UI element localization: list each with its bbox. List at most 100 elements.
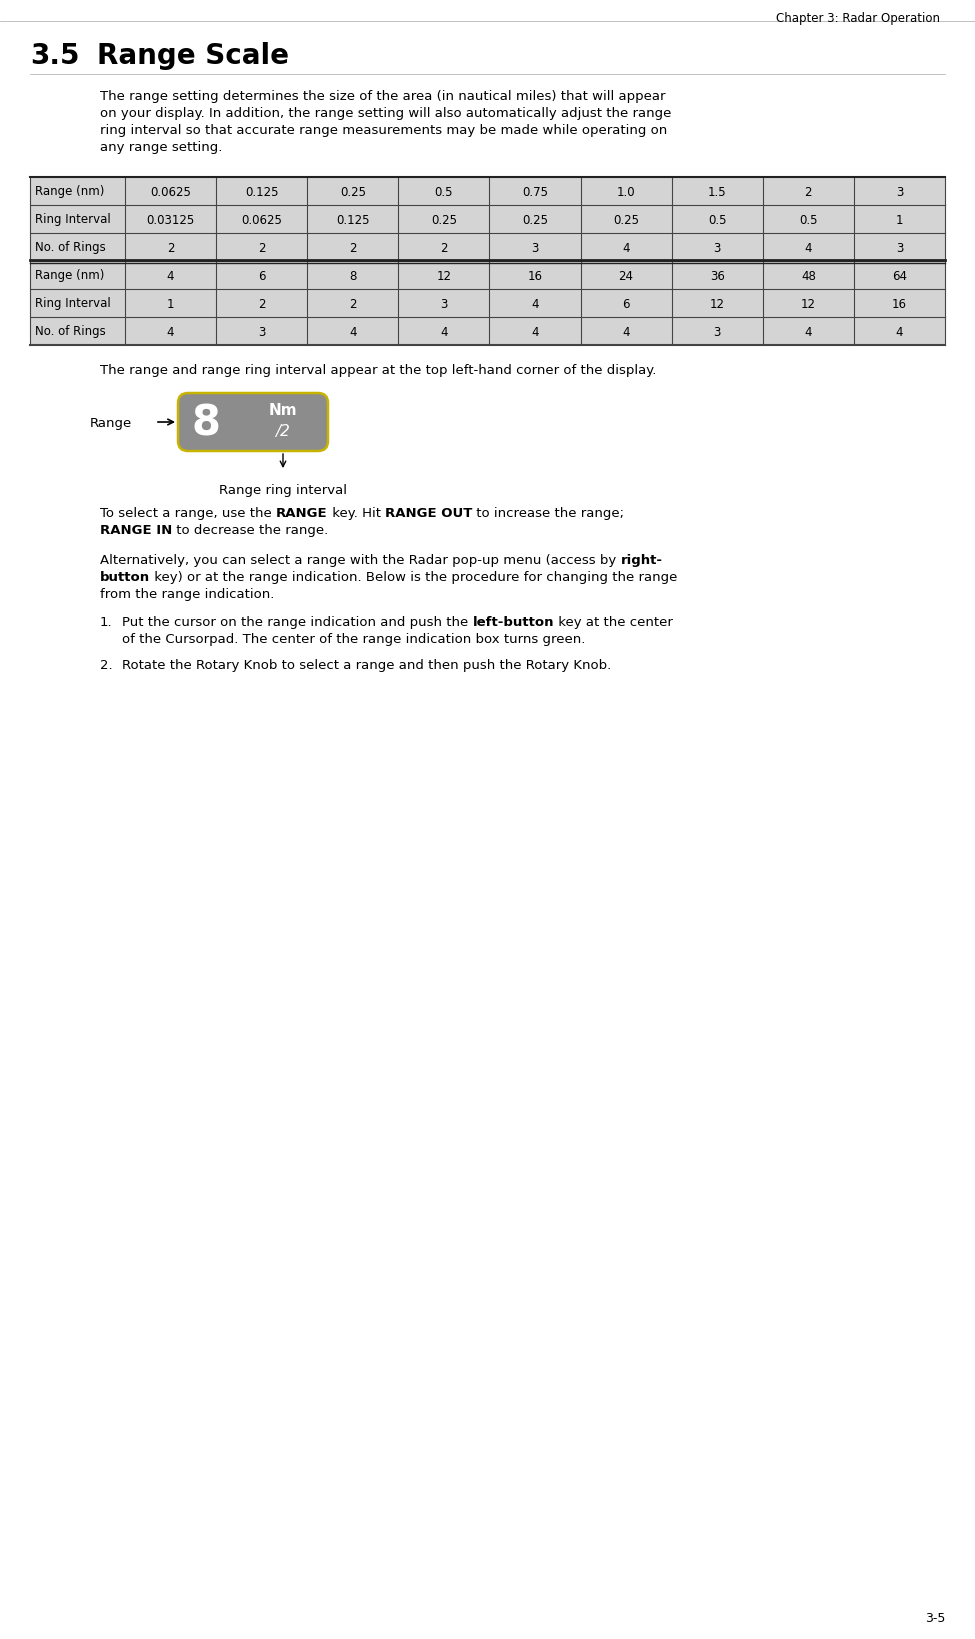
Text: 1.5: 1.5 bbox=[708, 185, 726, 198]
Text: 2: 2 bbox=[440, 241, 448, 254]
Text: To select a range, use the: To select a range, use the bbox=[100, 506, 276, 520]
Text: 12: 12 bbox=[800, 297, 816, 310]
Text: 64: 64 bbox=[892, 269, 907, 282]
Text: Range ring interval: Range ring interval bbox=[219, 484, 347, 497]
Bar bbox=[30, 207, 945, 234]
Text: Ring Interval: Ring Interval bbox=[35, 213, 111, 226]
Text: Range: Range bbox=[90, 416, 133, 429]
Text: Range Scale: Range Scale bbox=[97, 43, 289, 70]
Text: 4: 4 bbox=[167, 269, 175, 282]
Bar bbox=[30, 179, 945, 207]
Text: 8: 8 bbox=[191, 402, 220, 444]
Text: Nm: Nm bbox=[269, 403, 297, 418]
Text: Chapter 3: Radar Operation: Chapter 3: Radar Operation bbox=[776, 11, 940, 25]
Text: 6: 6 bbox=[622, 297, 630, 310]
Text: Ring Interval: Ring Interval bbox=[35, 297, 111, 310]
Text: 8: 8 bbox=[349, 269, 357, 282]
Text: 2: 2 bbox=[349, 241, 357, 254]
Text: button: button bbox=[100, 570, 150, 583]
Text: RANGE OUT: RANGE OUT bbox=[385, 506, 472, 520]
Text: 1: 1 bbox=[167, 297, 175, 310]
Text: 0.25: 0.25 bbox=[431, 213, 457, 226]
Text: 4: 4 bbox=[531, 297, 539, 310]
Text: any range setting.: any range setting. bbox=[100, 141, 222, 154]
Text: 4: 4 bbox=[804, 241, 812, 254]
Text: 2: 2 bbox=[804, 185, 812, 198]
Text: key) or at the range indication. Below is the procedure for changing the range: key) or at the range indication. Below i… bbox=[150, 570, 678, 583]
Text: 12: 12 bbox=[437, 269, 451, 282]
Text: 0.5: 0.5 bbox=[435, 185, 453, 198]
Text: 1.0: 1.0 bbox=[617, 185, 636, 198]
Text: Alternatively, you can select a range with the Radar pop-up menu (access by: Alternatively, you can select a range wi… bbox=[100, 554, 620, 567]
Text: No. of Rings: No. of Rings bbox=[35, 241, 105, 254]
Text: 4: 4 bbox=[896, 325, 903, 338]
Text: RANGE: RANGE bbox=[276, 506, 328, 520]
Text: to decrease the range.: to decrease the range. bbox=[173, 524, 329, 536]
Text: Rotate the Rotary Knob to select a range and then push the Rotary Knob.: Rotate the Rotary Knob to select a range… bbox=[122, 659, 611, 672]
Text: 4: 4 bbox=[349, 325, 357, 338]
Text: 2: 2 bbox=[258, 297, 265, 310]
Text: 3.5: 3.5 bbox=[30, 43, 80, 70]
Text: Range (nm): Range (nm) bbox=[35, 185, 104, 198]
Text: 3: 3 bbox=[896, 241, 903, 254]
Text: No. of Rings: No. of Rings bbox=[35, 325, 105, 338]
Text: 16: 16 bbox=[527, 269, 542, 282]
Text: 2.: 2. bbox=[100, 659, 113, 672]
Text: 0.5: 0.5 bbox=[800, 213, 818, 226]
Text: to increase the range;: to increase the range; bbox=[472, 506, 624, 520]
Text: 3: 3 bbox=[258, 325, 265, 338]
Text: left-button: left-button bbox=[473, 616, 554, 629]
Text: RANGE IN: RANGE IN bbox=[100, 524, 173, 536]
Text: Range (nm): Range (nm) bbox=[35, 269, 104, 282]
Text: The range setting determines the size of the area (in nautical miles) that will : The range setting determines the size of… bbox=[100, 90, 666, 103]
Text: 2: 2 bbox=[258, 241, 265, 254]
Text: The range and range ring interval appear at the top left-hand corner of the disp: The range and range ring interval appear… bbox=[100, 364, 656, 377]
Text: 3-5: 3-5 bbox=[924, 1611, 945, 1624]
Text: 3: 3 bbox=[714, 325, 721, 338]
Text: 4: 4 bbox=[622, 241, 630, 254]
Text: on your display. In addition, the range setting will also automatically adjust t: on your display. In addition, the range … bbox=[100, 107, 672, 120]
Text: 0.25: 0.25 bbox=[339, 185, 366, 198]
Bar bbox=[30, 318, 945, 346]
Text: /2: /2 bbox=[276, 425, 291, 439]
Text: 0.75: 0.75 bbox=[522, 185, 548, 198]
Text: 4: 4 bbox=[531, 325, 539, 338]
Text: 12: 12 bbox=[710, 297, 724, 310]
Text: 3: 3 bbox=[714, 241, 721, 254]
Text: 4: 4 bbox=[440, 325, 448, 338]
Text: right-: right- bbox=[620, 554, 662, 567]
Text: 4: 4 bbox=[167, 325, 175, 338]
Bar bbox=[30, 262, 945, 290]
Text: 1.: 1. bbox=[100, 616, 113, 629]
Text: 0.0625: 0.0625 bbox=[150, 185, 191, 198]
Text: 24: 24 bbox=[618, 269, 634, 282]
Text: of the Cursorpad. The center of the range indication box turns green.: of the Cursorpad. The center of the rang… bbox=[122, 633, 585, 646]
Text: 3: 3 bbox=[440, 297, 448, 310]
Text: 0.5: 0.5 bbox=[708, 213, 726, 226]
Text: 1: 1 bbox=[896, 213, 903, 226]
Text: Put the cursor on the range indication and push the: Put the cursor on the range indication a… bbox=[122, 616, 473, 629]
Text: 2: 2 bbox=[167, 241, 175, 254]
Text: 4: 4 bbox=[622, 325, 630, 338]
Text: 0.03125: 0.03125 bbox=[146, 213, 195, 226]
Text: 4: 4 bbox=[804, 325, 812, 338]
Bar bbox=[30, 234, 945, 262]
Text: 0.125: 0.125 bbox=[245, 185, 279, 198]
Text: 36: 36 bbox=[710, 269, 724, 282]
Text: 6: 6 bbox=[258, 269, 265, 282]
Text: key. Hit: key. Hit bbox=[328, 506, 385, 520]
Bar bbox=[30, 290, 945, 318]
Text: ring interval so that accurate range measurements may be made while operating on: ring interval so that accurate range mea… bbox=[100, 125, 667, 138]
Text: 3: 3 bbox=[896, 185, 903, 198]
Text: 16: 16 bbox=[892, 297, 907, 310]
Text: 2: 2 bbox=[349, 297, 357, 310]
Text: from the range indication.: from the range indication. bbox=[100, 588, 274, 600]
Text: key at the center: key at the center bbox=[554, 616, 673, 629]
Text: 3: 3 bbox=[531, 241, 538, 254]
Text: 0.125: 0.125 bbox=[336, 213, 370, 226]
Text: 0.0625: 0.0625 bbox=[241, 213, 282, 226]
Text: 0.25: 0.25 bbox=[522, 213, 548, 226]
FancyBboxPatch shape bbox=[178, 393, 328, 452]
Text: 48: 48 bbox=[800, 269, 816, 282]
Text: 0.25: 0.25 bbox=[613, 213, 639, 226]
